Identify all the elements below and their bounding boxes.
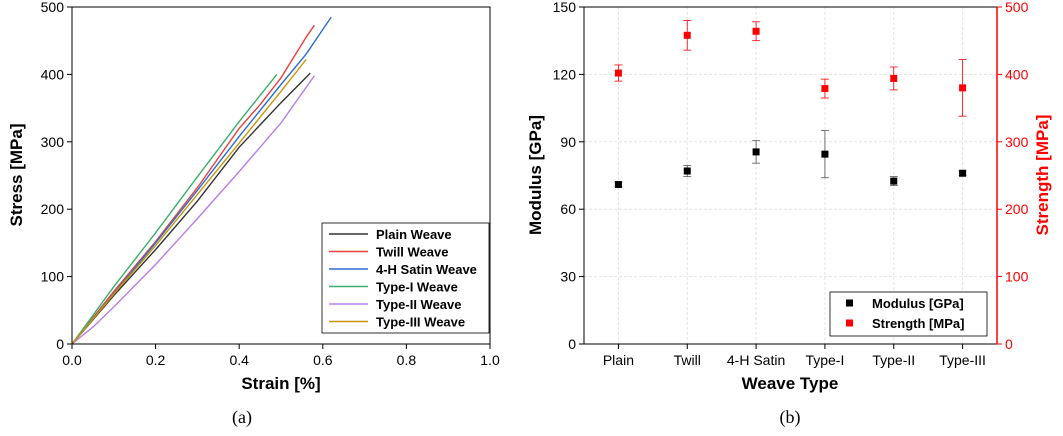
right-y-tick-label: 300: [1005, 134, 1029, 150]
data-point-modulus: [959, 169, 967, 177]
panel-a-series-group: [71, 16, 332, 345]
panel-b-y-axis-title: Modulus [GPa]: [526, 115, 545, 235]
panel-b-y-ticks: 0 30 60 90 120 150: [553, 0, 584, 352]
y-tick-label: 100: [41, 269, 65, 285]
panel-b-legend: Modulus [GPa] Strength [MPa]: [829, 291, 988, 337]
data-point-strength: [683, 31, 691, 39]
panel-a-plot-frame: [71, 6, 491, 345]
panel-a-legend-box: [321, 222, 490, 334]
right-y-tick-label: 500: [1005, 0, 1029, 15]
panel-b-x-ticks: Plain Twill 4-H Satin Type-I Type-II Type-III: [603, 344, 986, 368]
x-tick-label: Twill: [674, 352, 701, 368]
y-tick-label: 300: [41, 134, 65, 150]
data-point-modulus: [683, 167, 691, 175]
x-tick-label: 0.2: [146, 352, 166, 368]
x-tick-label: Plain: [603, 352, 634, 368]
series-line-type-i-weave: [71, 73, 278, 345]
data-point-modulus: [890, 177, 898, 185]
panel-a: 0.0 0.2 0.4 0.6 0.8 1.0 0 100 200 300 400 500 Stra…: [7, 0, 500, 428]
y-tick-label: 500: [41, 0, 65, 15]
series-line-type-ii-weave: [71, 75, 315, 345]
panel-b-caption: (b): [780, 407, 801, 428]
data-point-strength: [614, 69, 622, 77]
data-point-strength: [752, 27, 760, 35]
legend-label: Type-II Weave: [376, 297, 462, 312]
panel-b-right-y-ticks: 0 100 200 300 400 500: [997, 0, 1029, 352]
y-tick-label: 0: [568, 336, 576, 352]
series-line-twill-weave: [71, 24, 315, 345]
y-tick-label: 400: [41, 66, 65, 82]
right-y-tick-label: 200: [1005, 201, 1029, 217]
x-tick-label: 0.0: [62, 352, 82, 368]
y-tick-label: 30: [560, 269, 576, 285]
panel-a-caption: (a): [232, 407, 252, 428]
x-tick-label: Type-III: [939, 352, 986, 368]
data-point-strength: [959, 84, 967, 92]
data-point-modulus: [614, 180, 622, 188]
x-tick-label: 0.4: [229, 352, 249, 368]
panel-a-x-axis-title: Strain [%]: [241, 374, 320, 393]
panel-b: Plain Twill 4-H Satin Type-I Type-II Type-III…: [526, 0, 1052, 428]
legend-label: Plain Weave: [376, 227, 452, 242]
legend-label: Type-I Weave: [376, 280, 458, 295]
right-y-tick-label: 400: [1005, 66, 1029, 82]
y-tick-label: 200: [41, 201, 65, 217]
right-y-tick-label: 0: [1005, 336, 1013, 352]
legend-label: Twill Weave: [376, 245, 449, 260]
legend-swatch: [846, 319, 853, 327]
series-line-type-iii-weave: [71, 59, 307, 345]
x-tick-label: 1.0: [480, 352, 500, 368]
data-point-modulus: [752, 148, 760, 156]
panel-b-legend-box: [829, 291, 988, 337]
y-tick-label: 90: [560, 134, 576, 150]
data-point-strength: [821, 85, 829, 93]
data-point-modulus: [821, 150, 829, 158]
panel-a-legend: Plain Weave Twill Weave 4-H Satin Weave Typ…: [321, 222, 490, 334]
legend-label: Modulus [GPa]: [872, 296, 964, 311]
legend-swatch: [846, 299, 853, 307]
x-tick-label: Type-II: [872, 352, 915, 368]
x-tick-label: 4-H Satin: [727, 352, 785, 368]
panel-a-y-ticks: 0 100 200 300 400 500: [41, 0, 72, 352]
panel-b-right-y-axis-title: Strength [MPa]: [1033, 115, 1052, 236]
panel-a-y-axis-title: Stress [MPa]: [7, 124, 26, 227]
y-tick-label: 60: [560, 201, 576, 217]
y-tick-label: 150: [553, 0, 577, 15]
panel-b-x-axis-title: Weave Type: [742, 374, 839, 393]
data-point-strength: [890, 74, 898, 82]
panel-b-marks-group: [614, 20, 967, 188]
panel-a-x-ticks: 0.0 0.2 0.4 0.6 0.8 1.0: [62, 344, 500, 368]
x-tick-label: 0.6: [313, 352, 333, 368]
legend-label: Strength [MPa]: [872, 316, 964, 331]
y-tick-label: 0: [56, 336, 64, 352]
y-tick-label: 120: [553, 66, 577, 82]
legend-label: 4-H Satin Weave: [376, 262, 477, 277]
right-y-tick-label: 100: [1005, 269, 1029, 285]
x-tick-label: 0.8: [397, 352, 417, 368]
series-line-plain-weave: [71, 72, 311, 345]
legend-label: Type-III Weave: [376, 315, 465, 330]
x-tick-label: Type-I: [805, 352, 844, 368]
